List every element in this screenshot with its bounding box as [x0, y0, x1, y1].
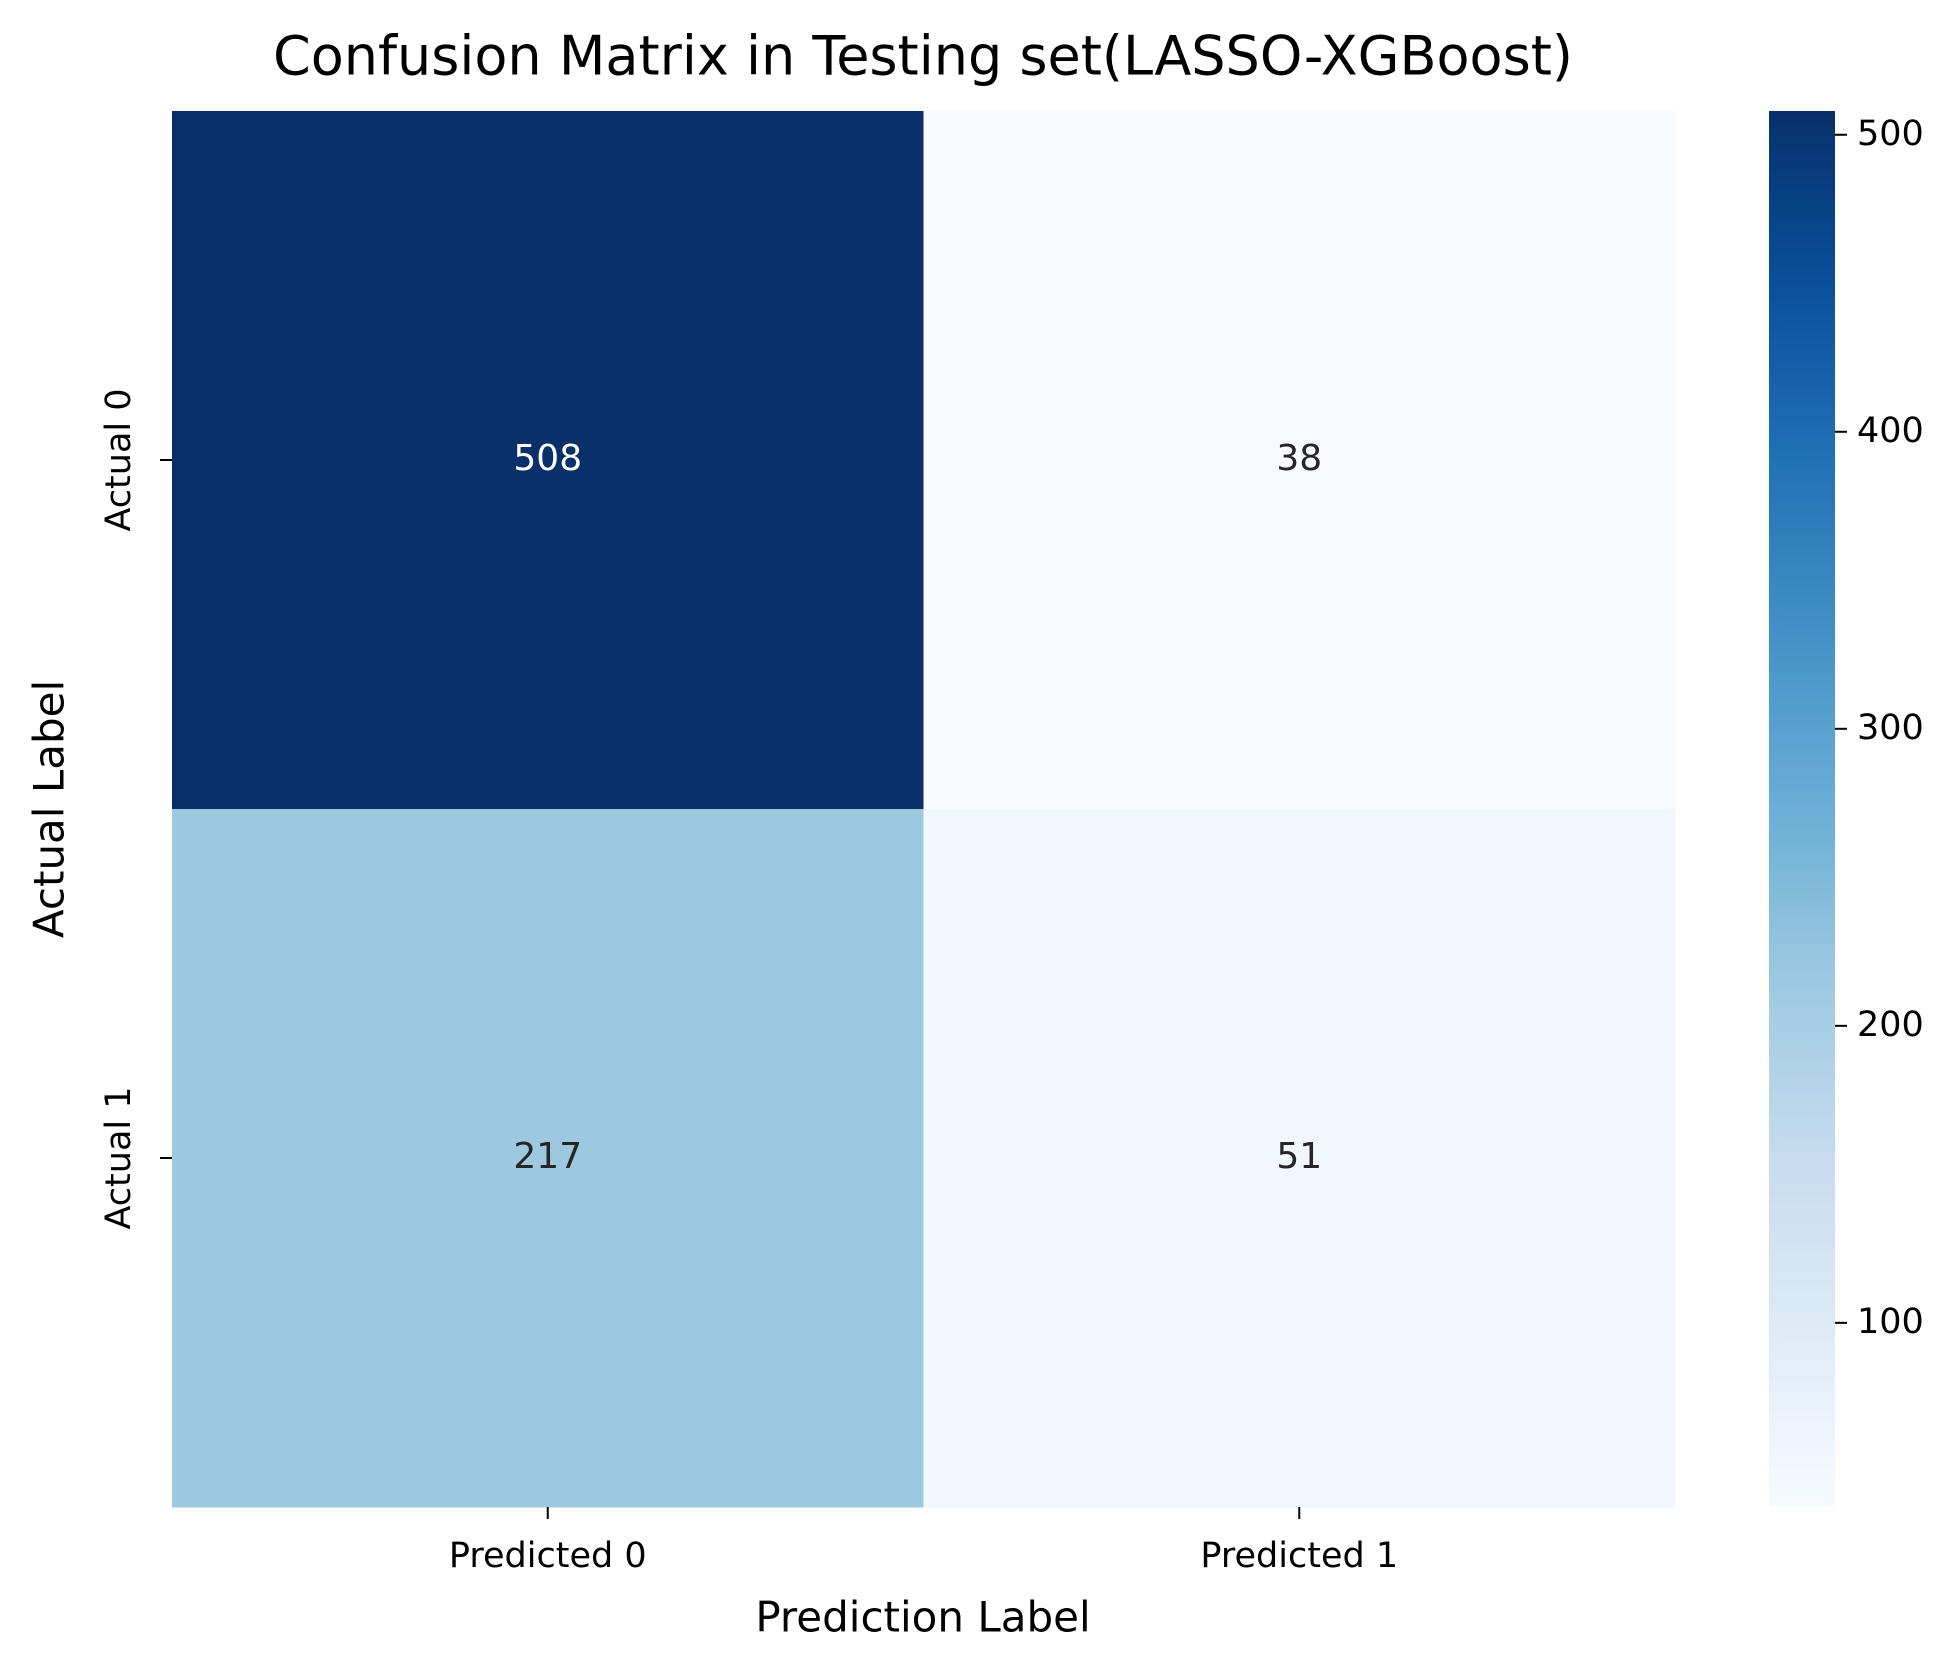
cell-label: 38: [1276, 438, 1322, 479]
cell-label: 51: [1276, 1136, 1322, 1177]
cell-label: 217: [513, 1136, 582, 1177]
colorbar-tick-label: 300: [1857, 708, 1924, 748]
x-axis-label: Prediction Label: [755, 1593, 1090, 1642]
x-tick-label: Predicted 0: [449, 1536, 647, 1576]
heatmap-cell: [172, 809, 924, 1508]
colorbar-tick-label: 400: [1857, 411, 1924, 451]
heatmap-cell: [172, 111, 924, 810]
x-tick-label: Predicted 1: [1200, 1536, 1398, 1576]
colorbar-tick-label: 100: [1857, 1302, 1924, 1342]
cell-label: 508: [513, 438, 582, 479]
y-axis-label: Actual Label: [25, 680, 74, 938]
heatmap-cell: [923, 809, 1676, 1508]
colorbar-tick-label: 200: [1857, 1005, 1924, 1045]
chart-title: Confusion Matrix in Testing set(LASSO-XG…: [273, 25, 1573, 88]
colorbar: [1769, 111, 1835, 1507]
colorbar-tick-label: 500: [1857, 114, 1924, 154]
y-tick-label: Actual 0: [99, 388, 139, 531]
heatmap-cell: [923, 111, 1676, 810]
y-tick-label: Actual 1: [99, 1086, 139, 1229]
